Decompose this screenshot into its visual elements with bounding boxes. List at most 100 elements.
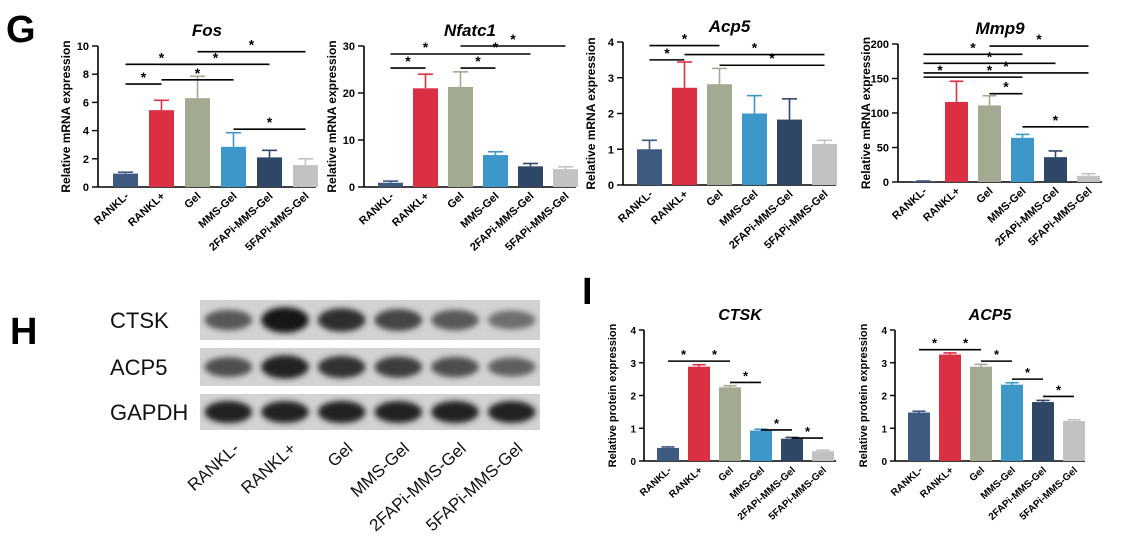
blot-band [204, 356, 253, 378]
y-tick-label: 30 [343, 41, 355, 53]
y-tick-label: 4 [630, 326, 636, 337]
bar [657, 447, 679, 461]
significance-label: * [1003, 79, 1009, 95]
y-tick-label: 6 [83, 97, 89, 109]
blot-band [431, 309, 479, 331]
bar [742, 113, 767, 185]
bar [553, 169, 578, 187]
blot-band [374, 400, 423, 424]
y-tick-label: 0 [608, 180, 614, 192]
bar [518, 166, 543, 187]
blot-row-label: CTSK [110, 308, 169, 333]
blot-band [261, 307, 309, 333]
blot-band [431, 400, 479, 424]
blot-row-acp5: ACP5 [110, 348, 540, 386]
blot-band [487, 400, 536, 424]
blot-row-gapdh: GAPDH [110, 394, 540, 430]
bar [978, 105, 1001, 182]
y-tick-label: 2 [881, 392, 887, 403]
bar [221, 146, 246, 187]
panel-letter-h: H [10, 311, 37, 353]
y-tick-label: 100 [871, 108, 889, 120]
panel-letter-g: G [6, 9, 36, 51]
blot-band [261, 355, 309, 379]
bar [185, 98, 210, 187]
y-tick-label: 3 [630, 359, 636, 370]
blot-band [431, 356, 479, 378]
blot-band [374, 356, 423, 378]
significance-label: * [774, 416, 780, 431]
significance-label: * [970, 39, 976, 55]
bar [812, 143, 837, 185]
significance-label: * [1025, 365, 1031, 380]
bar [483, 155, 508, 187]
y-axis-label: Relative mRNA expression [59, 40, 73, 192]
significance-label: * [987, 48, 993, 64]
significance-label: * [510, 31, 516, 47]
chart-title: Fos [192, 21, 222, 40]
blot-row-ctsk: CTSK [110, 300, 540, 340]
bar [1063, 421, 1085, 461]
chart-title: CTSK [718, 307, 763, 324]
chart-title: ACP5 [968, 307, 1013, 324]
y-tick-label: 2 [608, 109, 614, 121]
bar [1077, 175, 1100, 182]
y-tick-label: 200 [871, 39, 889, 51]
blot-row-label: GAPDH [110, 400, 188, 425]
blot-band [317, 308, 366, 332]
y-tick-label: 4 [608, 37, 615, 49]
y-tick-label: 0 [349, 182, 355, 194]
y-tick-label: 20 [343, 88, 355, 100]
y-tick-label: 10 [343, 135, 355, 147]
significance-label: * [681, 347, 687, 362]
y-tick-label: 2 [83, 154, 89, 166]
bar [113, 173, 138, 187]
significance-label: * [1036, 31, 1042, 47]
significance-label: * [249, 37, 255, 53]
y-tick-label: 4 [881, 326, 887, 337]
bar [908, 412, 930, 461]
significance-label: * [805, 424, 811, 439]
significance-label: * [769, 50, 775, 66]
blot-row-label: ACP5 [110, 355, 167, 380]
significance-label: * [423, 39, 429, 55]
y-axis-label: Relative protein expression [858, 323, 870, 467]
bar [777, 119, 802, 185]
y-tick-label: 1 [630, 424, 636, 435]
bar [812, 451, 834, 461]
significance-label: * [994, 347, 1000, 362]
bar [945, 101, 968, 182]
chart-title: Acp5 [708, 17, 751, 36]
significance-label: * [664, 45, 670, 61]
bar [688, 366, 710, 461]
panel-letter-i: I [582, 271, 593, 313]
bar [293, 165, 318, 187]
bar [448, 86, 473, 187]
y-tick-label: 3 [608, 73, 614, 85]
y-axis-label: Relative mRNA expression [325, 40, 339, 192]
significance-label: * [937, 62, 943, 78]
y-tick-label: 150 [871, 74, 889, 86]
blot-strip [200, 394, 540, 430]
blot-band [204, 309, 253, 331]
y-tick-label: 0 [883, 177, 889, 189]
y-tick-label: 2 [630, 392, 636, 403]
y-tick-label: 4 [83, 126, 90, 138]
blot-band [374, 308, 423, 332]
y-tick-label: 50 [877, 143, 889, 155]
bar [781, 438, 803, 461]
bar [378, 182, 403, 187]
blot-strip [200, 348, 540, 386]
y-tick-label: 1 [881, 424, 887, 435]
significance-label: * [743, 368, 749, 383]
significance-label: * [159, 49, 165, 65]
significance-label: * [493, 39, 499, 55]
significance-label: * [405, 53, 411, 69]
significance-label: * [752, 40, 758, 56]
bar [939, 354, 961, 461]
blot-band [317, 400, 366, 424]
bar [719, 387, 741, 461]
significance-label: * [267, 114, 273, 130]
bar [637, 149, 662, 185]
